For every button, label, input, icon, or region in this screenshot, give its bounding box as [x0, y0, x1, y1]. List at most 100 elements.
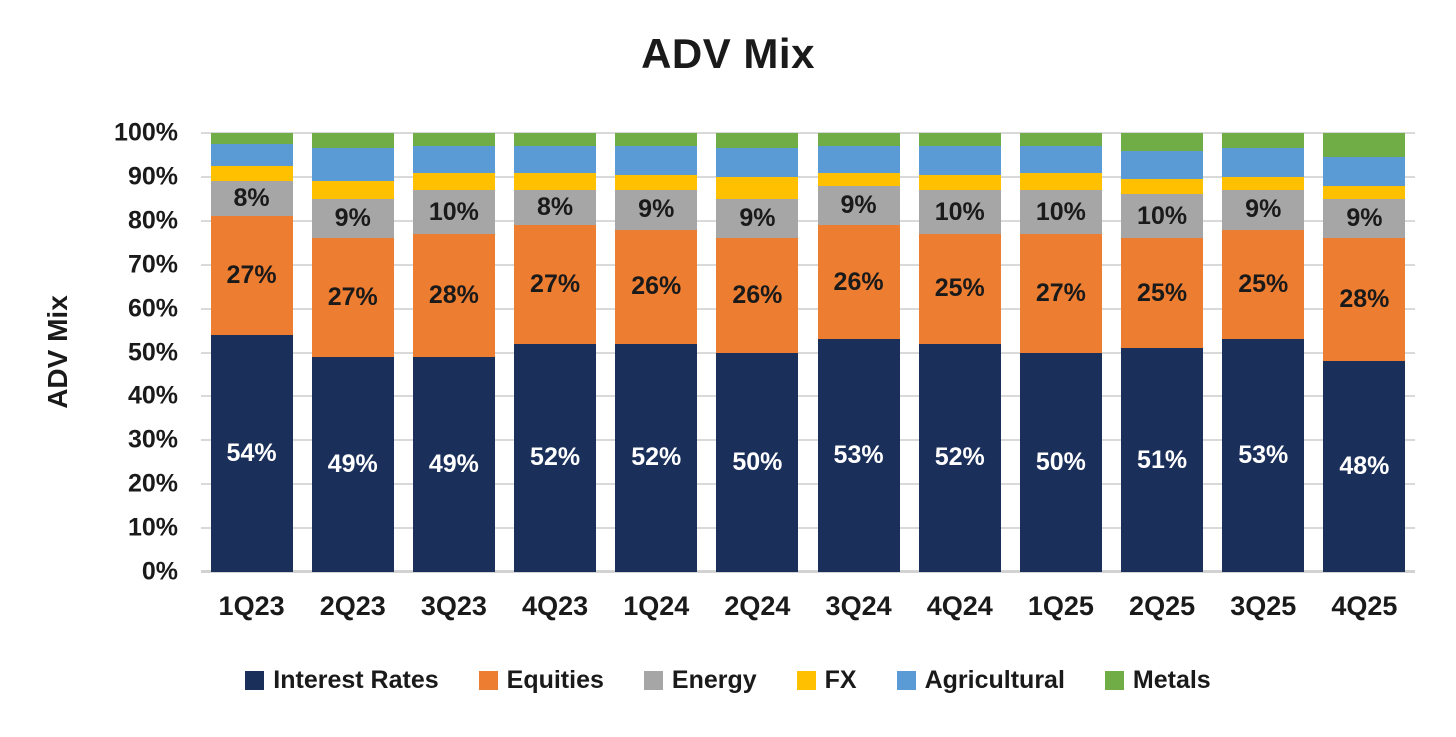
segment-energy-2q25: 10% — [1121, 194, 1204, 239]
stacked-bar-2q25: 51% 25% 10% — [1121, 133, 1204, 572]
y-tick-0: 0% — [141, 557, 178, 586]
segment-equities-1q23: 27% — [210, 216, 293, 335]
segment-agricultural-3q24 — [817, 146, 900, 173]
legend-label: Metals — [1132, 666, 1211, 694]
segment-energy-4q24: 10% — [918, 190, 1001, 234]
x-label-2q25: 2Q25 — [1129, 591, 1196, 621]
gridline-20 — [201, 483, 1415, 486]
data-label-equities-4q24: 25% — [934, 274, 985, 303]
y-tick-30: 30% — [127, 425, 178, 454]
segment-metals-2q24 — [716, 133, 799, 149]
segment-metals-3q24 — [817, 133, 900, 147]
y-tick-100: 100% — [114, 118, 178, 147]
data-label-energy-3q25: 9% — [1245, 195, 1282, 224]
y-tick-20: 20% — [127, 469, 178, 498]
segment-metals-2q25 — [1121, 133, 1204, 151]
segment-equities-3q23: 28% — [412, 233, 495, 357]
segment-metals-3q23 — [412, 133, 495, 147]
legend-swatch-icon — [245, 671, 265, 690]
segment-agricultural-1q25 — [1019, 146, 1102, 173]
segment-agricultural-3q23 — [412, 146, 495, 173]
segment-interest-rates-3q23: 49% — [412, 356, 495, 572]
data-label-equities-2q24: 26% — [732, 280, 783, 309]
data-label-equities-4q23: 27% — [530, 269, 581, 298]
data-label-interest-rates-2q23: 49% — [327, 449, 378, 478]
y-tick-80: 80% — [127, 206, 178, 235]
segment-fx-4q25 — [1323, 185, 1406, 199]
legend-label: FX — [824, 666, 857, 694]
gridline-70 — [201, 263, 1415, 266]
segment-fx-4q24 — [918, 174, 1001, 191]
segment-interest-rates-4q24: 52% — [918, 343, 1001, 572]
segment-equities-3q24: 26% — [817, 225, 900, 340]
segment-metals-4q25 — [1323, 133, 1406, 158]
segment-agricultural-1q23 — [210, 144, 293, 166]
x-label-1q23: 1Q23 — [218, 591, 285, 621]
x-label-3q24: 3Q24 — [825, 591, 892, 621]
x-label-4q25: 4Q25 — [1331, 591, 1398, 621]
legend-label: Equities — [506, 666, 604, 694]
data-label-interest-rates-1q25: 50% — [1035, 447, 1086, 476]
data-label-energy-1q24: 9% — [638, 195, 675, 224]
legend-item-agricultural: Agricultural — [896, 666, 1065, 695]
data-label-equities-1q25: 27% — [1035, 278, 1086, 307]
segment-interest-rates-2q24: 50% — [716, 352, 799, 572]
data-label-energy-3q24: 9% — [840, 190, 877, 219]
gridline-90 — [201, 175, 1415, 178]
segment-metals-4q24 — [918, 133, 1001, 147]
segment-equities-2q23: 27% — [311, 238, 394, 357]
segment-fx-2q23 — [311, 181, 394, 199]
stacked-bar-3q23: 49% 28% 10% — [412, 133, 495, 572]
segment-agricultural-2q25 — [1121, 150, 1204, 180]
y-tick-60: 60% — [127, 294, 178, 323]
x-label-4q23: 4Q23 — [522, 591, 589, 621]
segment-fx-2q24 — [716, 176, 799, 199]
data-label-equities-3q23: 28% — [428, 280, 479, 309]
segment-energy-2q24: 9% — [716, 198, 799, 239]
x-label-2q24: 2Q24 — [724, 591, 791, 621]
gridline-30 — [201, 439, 1415, 442]
segment-equities-4q25: 28% — [1323, 238, 1406, 362]
plot-area: 54% 27% 8% 49% 27% 9% 49% 28% 10% 52% 27% 8% 52% 26% 9… — [201, 132, 1415, 573]
segment-agricultural-4q25 — [1323, 157, 1406, 186]
legend-label: Interest Rates — [273, 666, 439, 694]
stacked-bar-1q23: 54% 27% 8% — [210, 133, 293, 572]
data-label-interest-rates-2q25: 51% — [1137, 445, 1188, 474]
data-label-equities-3q25: 25% — [1238, 269, 1289, 298]
segment-energy-1q23: 8% — [210, 181, 293, 217]
x-label-1q24: 1Q24 — [623, 591, 690, 621]
segment-interest-rates-1q25: 50% — [1019, 352, 1102, 572]
segment-interest-rates-1q23: 54% — [210, 334, 293, 572]
data-label-equities-2q25: 25% — [1137, 278, 1188, 307]
segment-agricultural-4q24 — [918, 146, 1001, 175]
segment-interest-rates-3q25: 53% — [1222, 339, 1305, 572]
data-label-interest-rates-3q23: 49% — [428, 449, 479, 478]
legend-item-equities: Equities — [478, 666, 604, 695]
data-label-equities-4q25: 28% — [1339, 285, 1390, 314]
data-label-energy-1q25: 10% — [1035, 197, 1086, 226]
segment-agricultural-1q24 — [615, 146, 698, 175]
segment-fx-3q23 — [412, 172, 495, 191]
segment-fx-2q25 — [1121, 179, 1204, 195]
segment-energy-3q25: 9% — [1222, 190, 1305, 230]
data-label-energy-2q23: 9% — [334, 204, 371, 233]
data-label-equities-3q24: 26% — [833, 267, 884, 296]
segment-energy-1q25: 10% — [1019, 190, 1102, 234]
data-label-interest-rates-4q24: 52% — [934, 443, 985, 472]
segment-interest-rates-2q25: 51% — [1121, 348, 1204, 572]
data-label-energy-4q23: 8% — [537, 193, 574, 222]
segment-fx-4q23 — [514, 172, 597, 191]
data-label-energy-4q24: 10% — [934, 197, 985, 226]
x-label-3q23: 3Q23 — [420, 591, 487, 621]
segment-equities-1q24: 26% — [615, 229, 698, 344]
gridline-60 — [201, 307, 1415, 310]
data-label-energy-2q24: 9% — [739, 204, 776, 233]
data-label-interest-rates-3q24: 53% — [833, 441, 884, 470]
legend-item-fx: FX — [796, 666, 857, 695]
data-label-equities-2q23: 27% — [327, 283, 378, 312]
stacked-bar-3q25: 53% 25% 9% — [1222, 133, 1305, 572]
segment-energy-1q24: 9% — [615, 190, 698, 230]
legend-item-metals: Metals — [1104, 666, 1211, 695]
segment-fx-1q23 — [210, 165, 293, 182]
legend-item-energy: Energy — [643, 666, 757, 695]
